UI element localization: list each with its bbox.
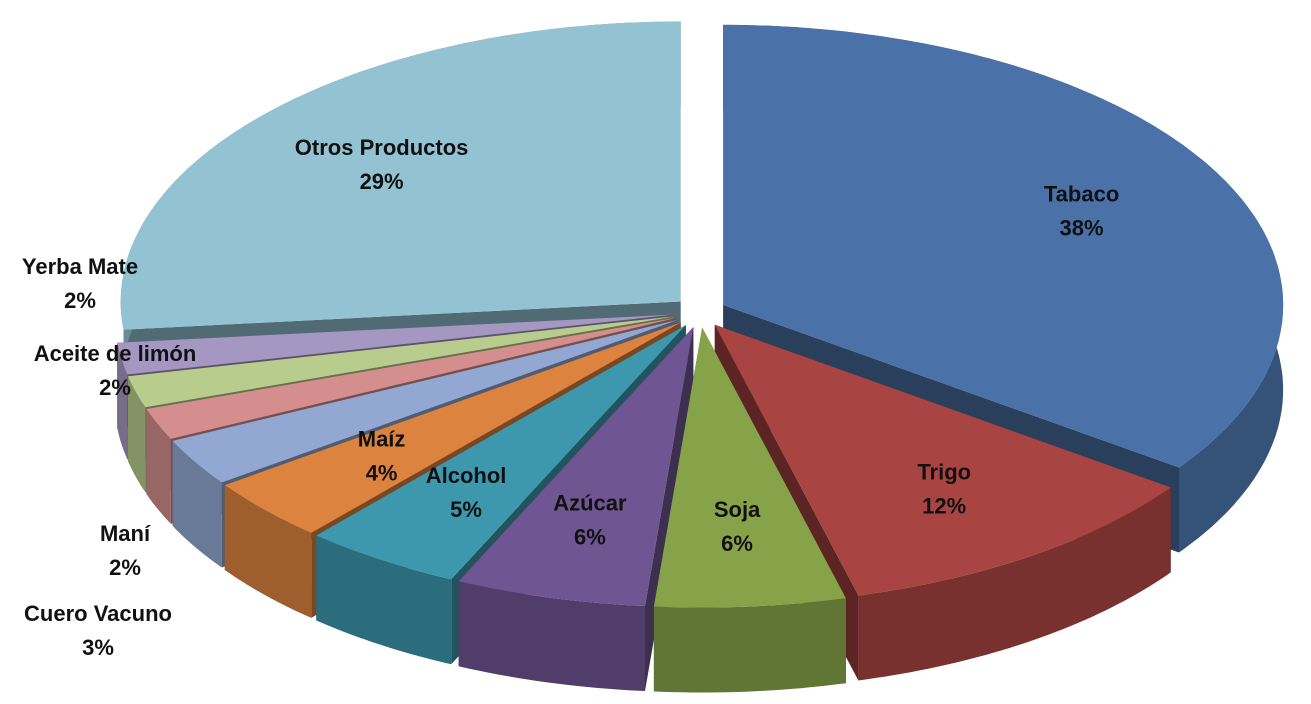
- slice-label: Azúcar: [553, 491, 627, 516]
- slice-value-label: 29%: [360, 169, 404, 194]
- slice-value-label: 5%: [450, 497, 482, 522]
- slice-top: [128, 316, 675, 408]
- slice-value-label: 2%: [109, 555, 141, 580]
- slice-label: Otros Productos: [295, 135, 469, 160]
- slice-value-label: 6%: [721, 531, 753, 556]
- slice-label: Tabaco: [1044, 181, 1119, 206]
- slice-wall: [172, 440, 222, 568]
- slice-label: Yerba Mate: [22, 254, 138, 279]
- slice: [458, 327, 694, 691]
- slice-top: [172, 319, 678, 483]
- slice-top: [653, 327, 846, 608]
- slice-value-label: 4%: [366, 460, 398, 485]
- slice-value-label: 3%: [82, 635, 114, 660]
- slice-top: [146, 317, 676, 439]
- slice: [653, 327, 846, 693]
- slice-top: [714, 324, 1171, 596]
- slice-wall: [146, 409, 171, 524]
- slice-value-label: 2%: [64, 288, 96, 313]
- slice-wall: [224, 485, 312, 618]
- slice-value-label: 12%: [922, 493, 966, 518]
- slice-wall: [316, 535, 452, 665]
- slice-label: Cuero Vacuno: [24, 601, 172, 626]
- slice-wall: [128, 376, 146, 493]
- slice-wall: [858, 487, 1171, 681]
- slice-label: Maní: [100, 521, 151, 546]
- slice-top: [316, 325, 686, 580]
- slice-value-label: 6%: [574, 525, 606, 550]
- slice-top: [120, 21, 681, 330]
- slice-top: [458, 327, 694, 606]
- slice-top: [224, 322, 681, 533]
- slice-wall: [458, 581, 645, 691]
- slice-label: Alcohol: [426, 463, 507, 488]
- slice-label: Soja: [714, 497, 761, 522]
- slice-top: [117, 314, 675, 375]
- slice-wall: [117, 342, 128, 460]
- slice-label: Maíz: [358, 426, 406, 451]
- slice-value-label: 38%: [1060, 215, 1104, 240]
- slice-label: Trigo: [917, 459, 971, 484]
- slice-wall: [653, 598, 846, 693]
- slice-label: Aceite de limón: [34, 341, 197, 366]
- slice-value-label: 2%: [99, 375, 131, 400]
- slice-top: [723, 24, 1284, 468]
